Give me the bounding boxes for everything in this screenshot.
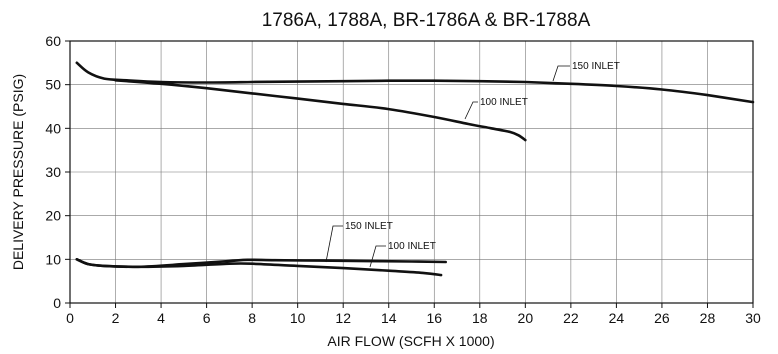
x-tick-label: 16 <box>426 310 442 326</box>
x-tick-label: 28 <box>700 310 716 326</box>
y-axis-label: DELIVERY PRESSURE (PSIG) <box>10 74 26 270</box>
x-tick-label: 14 <box>381 310 397 326</box>
x-tick-label: 10 <box>290 310 306 326</box>
annotation-leader <box>325 225 343 263</box>
annotation-100-inlet-upper: 100 INLET <box>480 97 528 108</box>
annotation-150-inlet-lower: 150 INLET <box>345 221 393 232</box>
chart-title: 1786A, 1788A, BR-1786A & BR-1788A <box>262 10 591 31</box>
annotation-100-inlet-lower: 100 INLET <box>388 241 436 252</box>
x-tick-label: 8 <box>248 310 256 326</box>
x-tick-label: 0 <box>66 310 74 326</box>
x-tick-label: 30 <box>745 310 761 326</box>
series-line-100-inlet <box>75 258 443 277</box>
series-line-100-inlet <box>114 79 527 142</box>
x-tick-label: 12 <box>335 310 351 326</box>
x-tick-label: 6 <box>203 310 211 326</box>
x-tick-label: 24 <box>609 310 625 326</box>
y-tick-label: 20 <box>45 208 61 224</box>
series-line-150-inlet <box>75 61 755 104</box>
x-tick-label: 18 <box>472 310 488 326</box>
x-tick-label: 2 <box>112 310 120 326</box>
x-tick-label: 22 <box>563 310 579 326</box>
series-layer <box>75 61 755 277</box>
x-axis-label: AIR FLOW (SCFH X 1000) <box>327 333 494 349</box>
annotation-leader <box>552 65 570 82</box>
annotation-leader <box>369 245 386 268</box>
x-tick-label: 20 <box>518 310 534 326</box>
annotation-150-inlet-upper: 150 INLET <box>572 61 620 72</box>
x-tick-label: 26 <box>654 310 670 326</box>
y-tick-label: 40 <box>45 120 61 136</box>
annotation-leader <box>464 101 478 120</box>
y-tick-label: 30 <box>45 164 61 180</box>
y-tick-label: 10 <box>45 251 61 267</box>
y-tick-label: 0 <box>53 295 61 311</box>
y-tick-label: 60 <box>45 33 61 49</box>
y-tick-label: 50 <box>45 77 61 93</box>
annotation-layer: 150 INLET 100 INLET 150 INLET 100 INLET <box>325 61 620 268</box>
x-tick-label: 4 <box>157 310 165 326</box>
